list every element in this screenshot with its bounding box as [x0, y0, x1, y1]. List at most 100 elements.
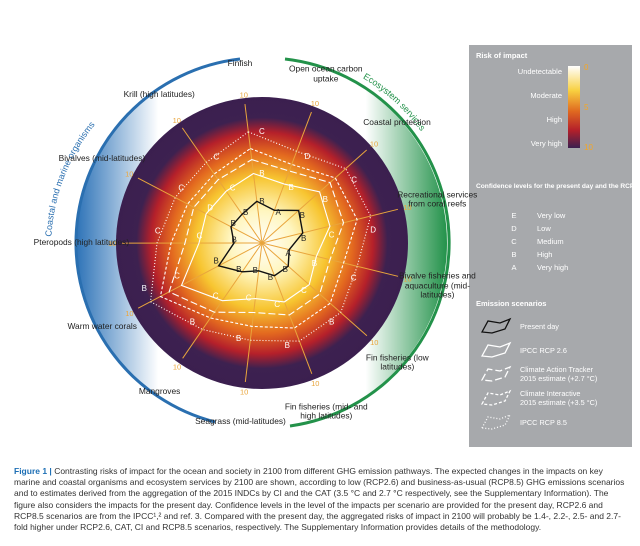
confidence-letter: C — [274, 300, 280, 309]
scenario-name: Climate Action Tracker 2015 estimate (+2.… — [520, 365, 597, 383]
scenario-name-part: 2015 estimate (+2.7 °C) — [520, 374, 597, 383]
confidence-letter: B — [301, 234, 306, 243]
confidence-letter: B — [243, 208, 248, 217]
confidence-letter: C — [246, 293, 252, 302]
scenario-icon — [480, 341, 512, 358]
confidence-letter: A — [276, 208, 282, 217]
legend-title: Risk of impact — [476, 51, 528, 60]
confidence-letter: B — [268, 273, 273, 282]
confidence-letter: B — [230, 219, 235, 228]
confidence-name: Very high — [537, 263, 568, 272]
confidence-letter: B — [253, 266, 258, 275]
axis-max-label: 10 — [403, 275, 411, 284]
axis-label: Bivalves (mid-latitudes) — [58, 153, 146, 164]
axis-label: Fin fisheries (mid- and high latitudes) — [284, 401, 368, 421]
axis-line — [181, 127, 263, 244]
scenario-name: Climate Interactive 2015 estimate (+3.5 °… — [520, 389, 597, 407]
legend-title: Confidence levels for the present day an… — [476, 183, 638, 190]
axis-line — [137, 177, 263, 244]
axis-label: Warm water corals — [67, 321, 137, 332]
confidence-letter: C — [197, 231, 203, 240]
confidence-letter: C — [213, 291, 219, 300]
confidence-code: C — [511, 237, 517, 246]
confidence-letter: B — [236, 334, 241, 343]
scenario-name: IPCC RCP 8.5 — [520, 418, 567, 427]
confidence-code: B — [511, 250, 516, 259]
axis-line — [261, 242, 313, 375]
scenario-name-part: Climate Interactive — [520, 389, 580, 398]
confidence-letter: B — [259, 197, 264, 206]
confidence-code: A — [511, 263, 516, 272]
confidence-name: High — [537, 250, 552, 259]
axis-label: Fin fisheries (low latitudes) — [365, 351, 429, 372]
risk-level: High — [547, 115, 562, 124]
axis-max-label: 10 — [240, 90, 248, 99]
scale-label: 5 — [584, 103, 589, 112]
confidence-letter: B — [236, 265, 241, 274]
axis-label: Open ocean carbon uptake — [289, 63, 363, 84]
legend-panel — [469, 45, 632, 447]
axis-max-label: 10 — [370, 140, 378, 149]
caption: Figure 1 | Contrasting risks of impact f… — [14, 466, 626, 533]
axis-label: Coastal protection — [363, 117, 431, 128]
arc-services — [284, 57, 451, 428]
confidence-letter: C — [329, 230, 335, 239]
risk-level: Undetectable — [518, 67, 562, 76]
axis-line — [261, 242, 368, 337]
risk-level: Moderate — [530, 91, 562, 100]
axis-label: Recreational services from coral reefs — [397, 188, 478, 209]
axis-max-label: 10 — [311, 99, 319, 108]
confidence-letter: B — [312, 259, 317, 268]
scale-label: 10 — [584, 143, 593, 152]
confidence-letter: D — [207, 203, 213, 212]
scenario-name-part: Climate Action Tracker — [520, 365, 594, 374]
figure: Coastal and marine organisms Ecosystem s… — [43, 45, 638, 447]
arc-organisms — [74, 57, 241, 424]
scenario-icon — [480, 317, 512, 334]
scenario-name: Present day — [520, 322, 559, 331]
axis-label: Mangroves — [138, 385, 181, 396]
confidence-letter: B — [289, 183, 294, 192]
axis-label: Krill (high latitudes) — [123, 88, 195, 99]
confidence-letter: C — [259, 127, 265, 136]
confidence-code: E — [511, 211, 516, 220]
axis-line — [261, 111, 312, 244]
confidence-letter: C — [351, 175, 357, 184]
scale-label: 0 — [584, 63, 589, 72]
axis-max-label: 10 — [311, 379, 319, 388]
confidence-letter: B — [323, 195, 328, 204]
axis-max-label: 10 — [108, 239, 116, 248]
confidence-letter: B — [300, 211, 305, 220]
confidence-name: Low — [537, 224, 551, 233]
confidence-name: Medium — [537, 237, 564, 246]
confidence-letter: B — [283, 265, 288, 274]
confidence-letter: C — [301, 286, 307, 295]
legend-title: Emission scenarios — [476, 299, 546, 308]
scenario-line — [159, 147, 358, 329]
confidence-letter: B — [259, 169, 264, 178]
confidence-letter: C — [213, 152, 219, 161]
axis-line — [137, 242, 263, 309]
legend: Risk of impact 0 5 10 Undetectable Moderate Hi… — [476, 51, 638, 430]
axis-max-label: 10 — [173, 362, 181, 371]
scenario-icon — [480, 365, 512, 382]
axis-max-label: 10 — [173, 116, 181, 125]
axis-label: Pteropods (high latitudes) — [33, 237, 130, 248]
axis-label: Seagrass (mid-latitudes) — [195, 416, 286, 427]
confidence-letter: C — [155, 226, 161, 235]
confidence-letter: A — [286, 249, 292, 258]
scenario-line — [217, 200, 304, 277]
confidence-letter: C — [351, 274, 357, 283]
confidence-letter: D — [305, 152, 311, 161]
caption-text: Contrasting risks of impact for the ocea… — [14, 466, 625, 533]
confidence-letter: B — [214, 256, 219, 265]
scenario-name: IPCC RCP 2.6 — [520, 346, 567, 355]
scenario-icon — [480, 389, 512, 406]
confidence-letter: B — [190, 318, 195, 327]
confidence-letter: D — [370, 225, 376, 234]
legend-title-text: Confidence levels for the present day an… — [476, 183, 638, 190]
confidence-letter: B — [285, 341, 290, 350]
scenario-line — [149, 131, 372, 342]
